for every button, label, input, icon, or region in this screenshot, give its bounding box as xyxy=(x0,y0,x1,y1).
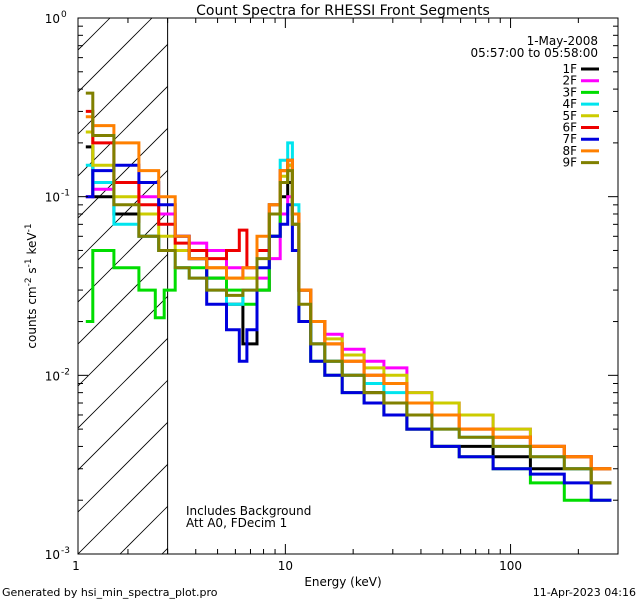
y-tick-label: 10 xyxy=(45,548,60,562)
hatch-line xyxy=(288,18,640,554)
y-tick-label: 10 xyxy=(45,12,60,26)
legend-label-6F: 6F xyxy=(562,121,577,135)
footer-timestamp: 11-Apr-2023 04:16 xyxy=(533,586,636,599)
hatch-line xyxy=(78,421,168,513)
axis-ticks xyxy=(78,17,619,555)
legend-label-9F: 9F xyxy=(562,156,577,170)
hatch-line xyxy=(78,253,168,345)
legend-label-8F: 8F xyxy=(562,144,577,158)
x-tick-label: 10 xyxy=(278,559,293,573)
chart-title: Count Spectra for RHESSI Front Segments xyxy=(196,3,490,19)
hatch-line xyxy=(624,18,640,554)
legend-label-4F: 4F xyxy=(562,97,577,111)
legend-label-2F: 2F xyxy=(562,74,577,88)
legend-label-3F: 3F xyxy=(562,85,577,99)
y-tick-label: 10 xyxy=(45,369,60,383)
hatch-line xyxy=(78,337,168,429)
legend-label-5F: 5F xyxy=(562,109,577,123)
hatch-line xyxy=(78,18,153,93)
hatch-line xyxy=(78,85,168,177)
y-axis-label: counts cm-2 s-1 keV-1 xyxy=(24,223,39,348)
x-tick-label: 1 xyxy=(72,559,80,573)
legend-time-range: 05:57:00 to 05:58:00 xyxy=(471,46,598,60)
series-9F xyxy=(85,91,612,485)
legend-date: 1-May-2008 xyxy=(527,34,598,48)
y-tick-label-exponent: -2 xyxy=(61,367,70,377)
y-tick-label-exponent: -1 xyxy=(61,189,70,199)
hatch-line xyxy=(372,18,640,554)
hatch-line xyxy=(78,211,168,303)
hatch-line xyxy=(78,43,168,135)
y-tick-label-exponent: -3 xyxy=(61,546,70,556)
legend-label-7F: 7F xyxy=(562,132,577,146)
y-tick-label: 10 xyxy=(45,191,60,205)
hatch-line xyxy=(78,379,168,471)
x-tick-label: 100 xyxy=(499,559,522,573)
annotation-background: Includes Background xyxy=(186,504,311,518)
legend-label-1F: 1F xyxy=(562,62,577,76)
hatch-line xyxy=(78,295,168,387)
footer-generator: Generated by hsi_min_spectra_plot.pro xyxy=(2,586,218,599)
series-group xyxy=(85,91,612,502)
hatch-line xyxy=(330,18,640,554)
hatch-line xyxy=(414,18,640,554)
y-tick-label-exponent: 0 xyxy=(61,10,67,20)
annotation-attenuator: Att A0, FDecim 1 xyxy=(186,516,287,530)
plot-frame xyxy=(77,17,619,555)
hatch-line xyxy=(78,169,168,261)
hatch-line xyxy=(246,18,640,554)
x-axis-label: Energy (keV) xyxy=(304,575,381,589)
